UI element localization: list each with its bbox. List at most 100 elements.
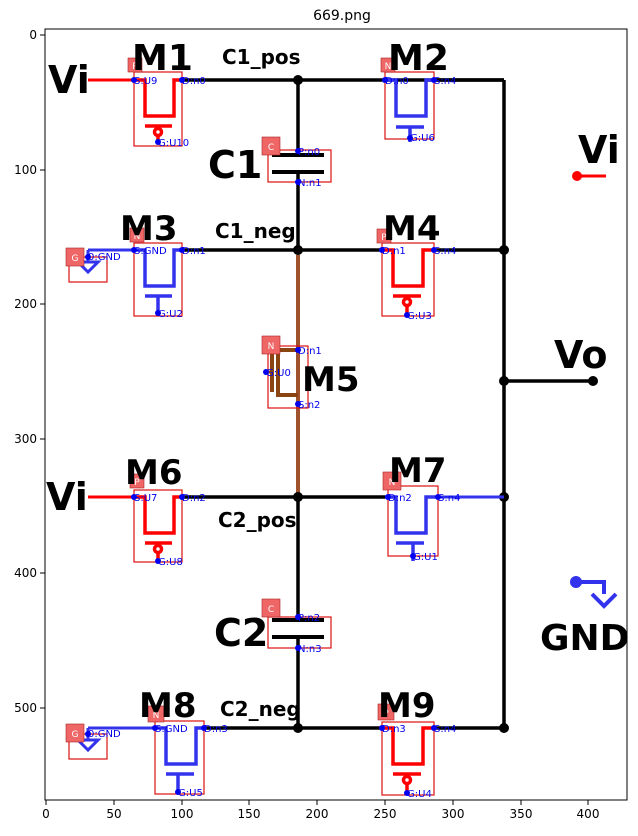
y-tick-label: 300: [14, 432, 37, 446]
pin-label: G:U1: [413, 552, 438, 563]
pin-label: 0:GND: [88, 252, 121, 263]
m3-label: M3: [120, 209, 178, 249]
ground-icon: [74, 728, 102, 753]
net-label-c2-neg: C2_neg: [220, 697, 301, 721]
m3-badge: N: [134, 232, 141, 242]
g1-badge: G: [72, 254, 79, 264]
pin-label: G:U8: [158, 557, 183, 568]
x-tick-label: 250: [374, 807, 397, 821]
pin-label: S:U9: [134, 76, 157, 87]
pin-label: S:n4: [438, 493, 460, 504]
pin-label: D:n1: [298, 346, 322, 357]
m8-badge: N: [153, 711, 160, 721]
m9-symbol: [382, 726, 434, 791]
figure-title: 669.png: [313, 8, 371, 24]
x-tick-label: 400: [577, 807, 600, 821]
pin-label: D:n2: [182, 493, 206, 504]
badge-box: [377, 703, 395, 721]
pin-label: S:U7: [134, 493, 157, 504]
pin-label: D:n3: [204, 724, 228, 735]
pin-label: N:n3: [298, 644, 322, 655]
bounding-boxes: [68, 71, 439, 796]
x-tick-label: 50: [106, 807, 121, 821]
pin-label: 0:GND: [88, 729, 121, 740]
pin-label: D:n2: [388, 493, 412, 504]
x-tick-label: 300: [442, 807, 465, 821]
pin-label: S:GND: [134, 246, 167, 257]
y-axis: 0 100 200 300 400 500: [14, 28, 45, 715]
pin-label: D:n0: [182, 76, 206, 87]
m5-body: [276, 348, 298, 397]
x-tick-label: 0: [42, 807, 50, 821]
gnd-legend-icon: [570, 576, 618, 609]
m6-symbol: [134, 495, 182, 560]
badge-box: [129, 227, 145, 243]
pin-label: P:n0: [298, 147, 320, 158]
c2-label: C2: [214, 611, 268, 655]
badge-box: [261, 136, 281, 156]
pin-label: G:U2: [158, 309, 183, 320]
g2-badge: G: [72, 730, 79, 740]
x-tick-label: 200: [306, 807, 329, 821]
m8-symbol: [155, 726, 204, 791]
c1-badge: C: [268, 143, 274, 153]
vo-label: Vo: [554, 333, 607, 377]
x-axis: 0 50 100 150 200 250 300 350 400: [42, 800, 599, 821]
vi-2-label: Vi: [578, 128, 620, 172]
badge-box: [65, 247, 85, 267]
pin-label: S:GND: [155, 724, 188, 735]
badge-box: [380, 57, 396, 73]
badge-box: [127, 57, 143, 73]
vi-3-label: Vi: [46, 475, 88, 519]
m7-label: M7: [389, 451, 447, 491]
pin-dots: [85, 77, 441, 796]
pin-label: N:n1: [298, 178, 322, 189]
pin-label: G:U4: [407, 789, 432, 800]
badge-box: [129, 473, 145, 489]
m8-label: M8: [139, 686, 197, 726]
y-tick-label: 400: [14, 566, 37, 580]
m5-label: M5: [302, 360, 360, 400]
pin-label: S:n2: [298, 400, 320, 411]
m4-label: M4: [383, 209, 441, 249]
pin-label: D:n0: [385, 76, 409, 87]
badge-box: [376, 228, 392, 244]
pin-label: G:U10: [158, 138, 189, 149]
y-tick-label: 100: [14, 163, 37, 177]
pin-label: G:U5: [178, 788, 203, 799]
badge-box: [261, 598, 281, 618]
x-tick-label: 150: [238, 807, 261, 821]
x-tick-label: 350: [510, 807, 533, 821]
y-tick-label: 200: [14, 297, 37, 311]
badge-box: [147, 705, 165, 723]
badge-box: [65, 723, 85, 743]
net-label-c1-pos: C1_pos: [222, 45, 301, 69]
m9-label: M9: [378, 686, 436, 726]
m6-badge: P: [134, 478, 140, 488]
pin-label: G:U6: [410, 133, 435, 144]
m9-badge: P: [383, 709, 389, 719]
pin-label: S:n4: [434, 76, 456, 87]
pin-label: G:U0: [266, 368, 291, 379]
badge-box: [261, 335, 281, 355]
vi-1-label: Vi: [48, 58, 90, 102]
pin-label: D:n3: [382, 724, 406, 735]
c2-badge: C: [268, 605, 274, 615]
net-label-c2-pos: C2_pos: [218, 508, 297, 532]
pin-label: S:n4: [434, 724, 456, 735]
m2-badge: N: [385, 62, 392, 72]
m4-badge: P: [381, 233, 387, 243]
net-label-c1-neg: C1_neg: [215, 219, 296, 243]
badge-box: [382, 471, 402, 491]
vi-2-dot: [572, 171, 582, 181]
axes-frame: [44, 28, 628, 801]
pin-label: P:n2: [298, 613, 320, 624]
x-tick-label: 100: [171, 807, 194, 821]
m6-label: M6: [125, 453, 183, 493]
pin-label: D:n1: [182, 246, 206, 257]
c1-label: C1: [208, 143, 262, 187]
m1-label: M1: [132, 38, 193, 79]
m5-badge: N: [268, 342, 275, 352]
junctions: [293, 75, 598, 733]
